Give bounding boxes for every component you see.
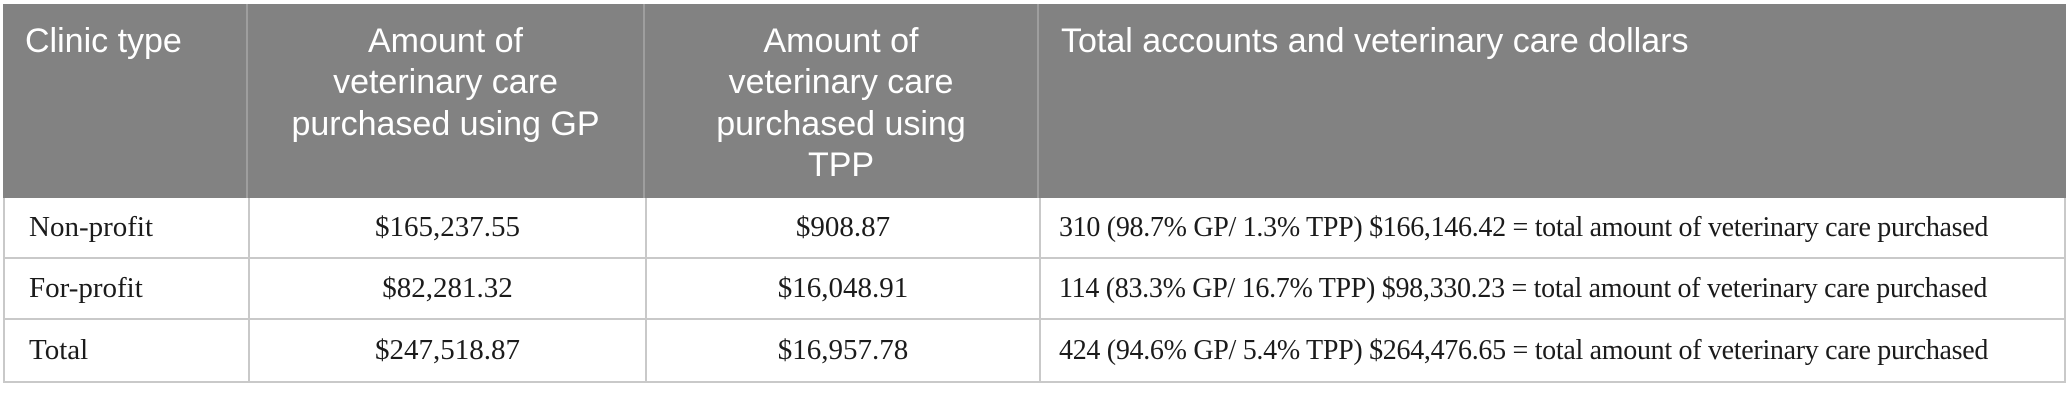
cell-tpp-amount: $908.87 — [647, 198, 1041, 259]
cell-gp-amount: $165,237.55 — [250, 198, 647, 259]
header-clinic-type: Clinic type — [3, 4, 248, 198]
cell-total-accounts: 424 (94.6% GP/ 5.4% TPP) $264,476.65 = t… — [1059, 334, 1989, 366]
cell-gp-amount: $82,281.32 — [250, 259, 647, 320]
cell-tpp-amount: $16,957.78 — [647, 320, 1041, 381]
table-header-row: Clinic type Amount of veterinary care pu… — [3, 4, 2066, 198]
table-row-for-profit: For-profit $82,281.32 $16,048.91 114 (83… — [5, 259, 2064, 320]
header-gp-amount: Amount of veterinary care purchased usin… — [248, 4, 645, 198]
header-tpp-amount: Amount of veterinary care purchased usin… — [645, 4, 1039, 198]
cell-clinic-type: Total — [5, 320, 250, 381]
cell-clinic-type: Non-profit — [5, 198, 250, 259]
cell-clinic-type: For-profit — [5, 259, 250, 320]
table-row-non-profit: Non-profit $165,237.55 $908.87 310 (98.7… — [5, 198, 2064, 259]
cell-gp-amount: $247,518.87 — [250, 320, 647, 381]
header-total-accounts: Total accounts and veterinary care dolla… — [1061, 22, 1689, 60]
cell-tpp-amount: $16,048.91 — [647, 259, 1041, 320]
clinic-purchases-table: Clinic type Amount of veterinary care pu… — [3, 4, 2066, 383]
table-row-total: Total $247,518.87 $16,957.78 424 (94.6% … — [5, 320, 2064, 381]
cell-total-accounts: 114 (83.3% GP/ 16.7% TPP) $98,330.23 = t… — [1041, 259, 2064, 320]
cell-total-accounts: 310 (98.7% GP/ 1.3% TPP) $166,146.42 = t… — [1041, 198, 2064, 259]
table-body: Non-profit $165,237.55 $908.87 310 (98.7… — [3, 198, 2066, 383]
